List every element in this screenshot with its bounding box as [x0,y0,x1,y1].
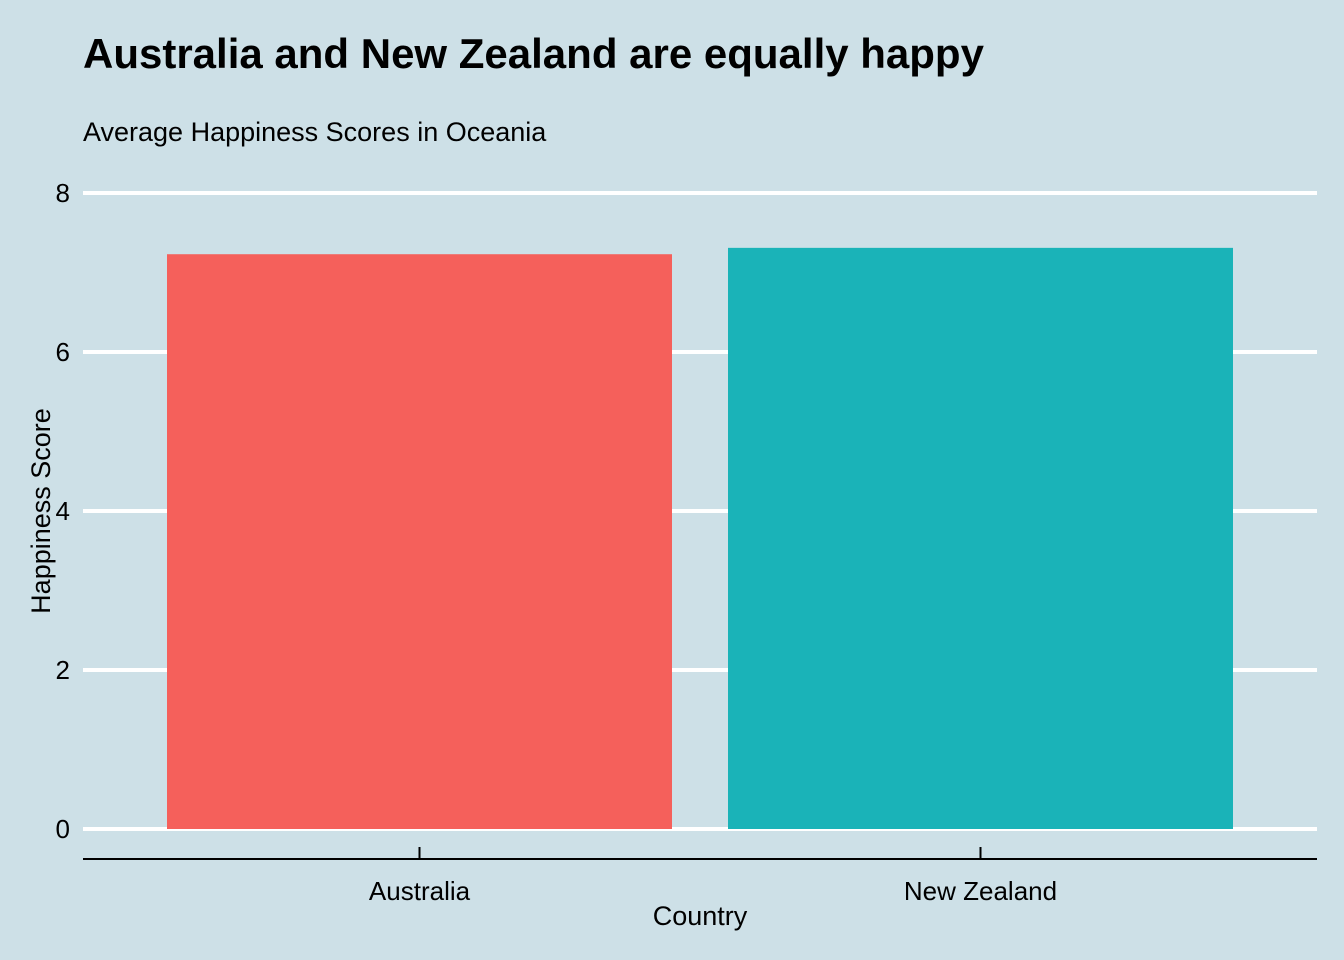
x-tick-label: Australia [369,876,471,906]
x-axis: Australia New Zealand [83,847,1317,906]
y-tick-label: 8 [56,178,70,208]
x-tick-label: New Zealand [904,876,1057,906]
y-tick-label: 4 [56,496,70,526]
y-tick-label: 0 [56,814,70,844]
y-tick-label: 6 [56,337,70,367]
y-tick-label: 2 [56,655,70,685]
bar-australia [167,254,672,830]
y-axis-title: Happiness Score [26,408,56,614]
chart-subtitle: Average Happiness Scores in Oceania [83,117,547,147]
chart-title: Australia and New Zealand are equally ha… [83,30,985,77]
y-tick-labels: 0 2 4 6 8 [56,178,70,844]
x-axis-title: Country [653,901,748,931]
bar-new-zealand [728,247,1233,830]
bars [167,247,1233,830]
